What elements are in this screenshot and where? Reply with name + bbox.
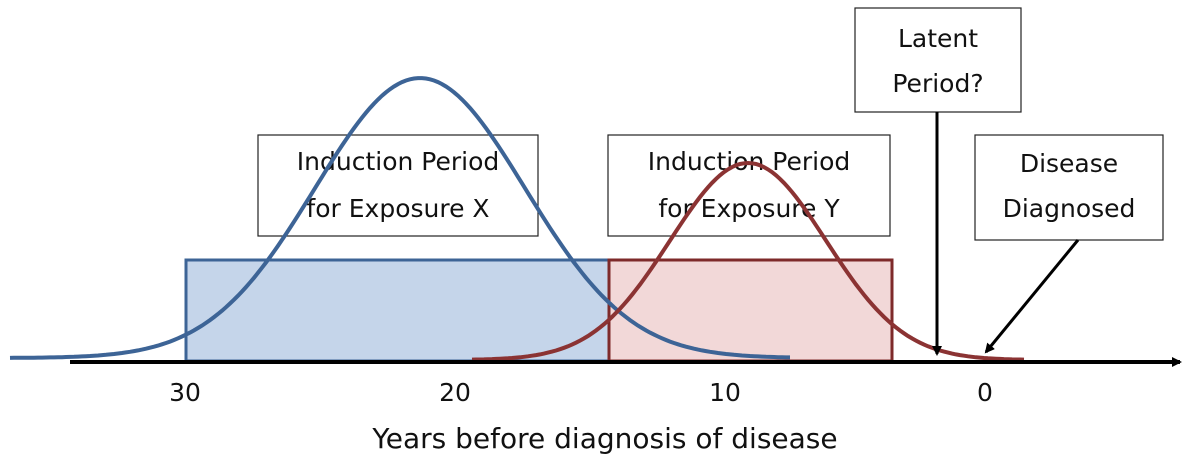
diagnosed-arrow (984, 239, 1080, 354)
period-y-bar (607, 258, 894, 363)
box-text: Latent (898, 24, 978, 53)
tick-label: 20 (439, 378, 471, 407)
box-y (607, 134, 891, 237)
box-latent (854, 7, 1022, 113)
box-text: Period? (892, 69, 983, 98)
box-x (257, 134, 539, 237)
box-text: Diagnosed (1003, 194, 1136, 223)
exposure-x-curve (9, 76, 790, 360)
tick-label: 30 (169, 378, 201, 407)
period-x-bar (184, 258, 611, 363)
tick-label: 10 (709, 378, 741, 407)
label-boxes: Induction Period for Exposure X Inductio… (257, 7, 1164, 241)
box-diagnosed (974, 134, 1164, 241)
axis-title: Years before diagnosis of disease (371, 422, 837, 455)
box-text: for Exposure X (306, 194, 489, 223)
tick-label: 0 (977, 378, 993, 407)
box-text: Disease (1020, 149, 1118, 178)
